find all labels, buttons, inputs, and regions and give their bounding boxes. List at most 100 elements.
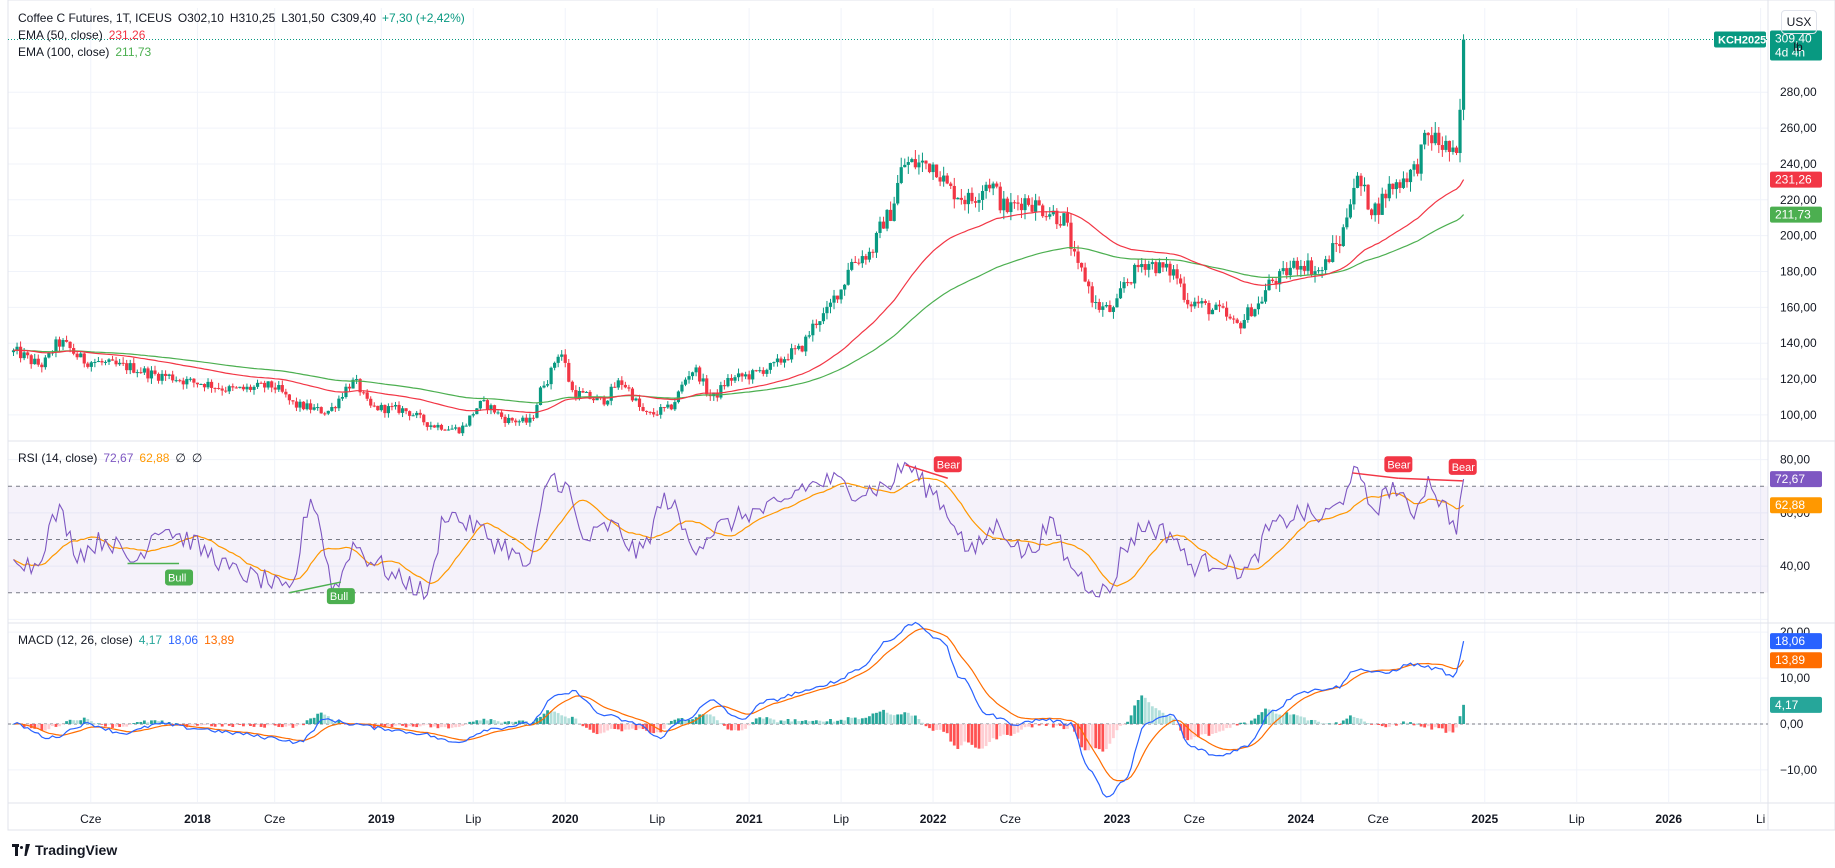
macd-histogram-bar [263, 723, 267, 728]
macd-histogram-bar [1143, 697, 1147, 724]
candle-body [400, 408, 405, 413]
candle-body [772, 362, 776, 364]
candle-body [1072, 248, 1077, 252]
candle [1210, 308, 1215, 315]
macd-histogram-bar [1359, 718, 1363, 724]
candle [1087, 279, 1091, 294]
macd-histogram-bar [673, 719, 677, 724]
rsi-empty-2: ∅ [191, 451, 203, 465]
bear-divergence-label: Bear [1448, 458, 1477, 475]
candle-body [326, 410, 330, 414]
macd-histogram-bar [638, 723, 641, 729]
candle-body [751, 370, 755, 380]
candle-body [333, 407, 337, 409]
last-price-tag-text: 4d 4h [1775, 46, 1805, 60]
candle-body [828, 302, 833, 307]
candle-body [1168, 263, 1172, 276]
candle [478, 400, 482, 411]
candle [927, 163, 932, 174]
ticker-tag-bg [1714, 31, 1766, 48]
rsi-ma-value: 62,88 [139, 451, 170, 465]
candle-body [1055, 210, 1059, 225]
macd-histogram-bar [1228, 723, 1232, 728]
macd-histogram-bar [1104, 723, 1108, 750]
candle [1076, 245, 1080, 270]
candle [326, 410, 330, 416]
candle-body [245, 386, 249, 390]
macd-histogram-bar [135, 722, 139, 724]
candle [1370, 208, 1374, 220]
candle [1405, 172, 1409, 188]
candle [1094, 295, 1098, 310]
macd-histogram-bar [461, 723, 465, 726]
macd-legend[interactable]: MACD (12, 26, close) 4,17 18,06 13,89 [18, 632, 240, 649]
candle [18, 341, 23, 363]
ema100-legend[interactable]: EMA (100, close) 211,73 [18, 44, 157, 61]
candle [995, 181, 999, 189]
candle-body [217, 387, 221, 389]
candle-body [761, 370, 765, 374]
candle-body [881, 221, 886, 229]
candle-body [485, 400, 490, 410]
symbol-title[interactable]: Coffee C Futures, 1T, ICEUS [18, 11, 172, 25]
candle [1447, 140, 1452, 162]
candle [789, 343, 794, 363]
candle-body [181, 380, 185, 385]
macd-histogram-bar [772, 719, 776, 724]
macd-histogram-bar [1211, 723, 1214, 734]
candle-body [906, 162, 910, 165]
candle [793, 344, 797, 355]
candle [383, 404, 387, 418]
candle [903, 158, 907, 168]
candle [241, 384, 246, 392]
macd-signal-value: 13,89 [204, 633, 235, 647]
tradingview-watermark[interactable]: TradingView [12, 842, 117, 858]
time-tick-label: Lip [465, 812, 481, 826]
candle [553, 361, 557, 371]
candle [630, 386, 635, 402]
candle [248, 384, 253, 393]
macd-histogram-bar [242, 723, 245, 727]
candle [984, 181, 988, 199]
currency-button[interactable]: USX [1781, 10, 1817, 34]
candle-body [1150, 262, 1154, 265]
candle-body [1154, 262, 1158, 274]
macd-histogram-bar [1387, 723, 1391, 727]
candle [61, 338, 65, 351]
macd-histogram-bar [1363, 721, 1366, 724]
candle-body [1002, 198, 1006, 211]
candle-body [1026, 198, 1031, 205]
rsi-legend[interactable]: RSI (14, close) 72,67 62,88 ∅ ∅ [18, 450, 208, 467]
candle-body [1016, 202, 1020, 204]
candle-body [917, 162, 921, 168]
macd-histogram-bar [1448, 723, 1451, 732]
candle-body [1384, 193, 1388, 199]
candle-body [1009, 202, 1013, 213]
candle [160, 370, 164, 385]
candle [1005, 196, 1009, 214]
candle [471, 412, 475, 418]
candle-body [835, 295, 840, 300]
candle-body [202, 383, 207, 388]
macd-histogram-bar [1147, 702, 1151, 724]
macd-histogram-bar [432, 723, 436, 727]
candle [1281, 260, 1285, 275]
candle-body [110, 359, 115, 361]
macd-histogram-bar [1069, 723, 1073, 727]
unit-button[interactable]: lb [1793, 40, 1803, 54]
candle-body [1175, 269, 1179, 279]
ema100-price-tag: 211,73 [1770, 206, 1822, 223]
macd-histogram-bar [860, 718, 864, 724]
candle [687, 370, 691, 384]
macd-histogram-bar [1094, 723, 1098, 749]
candle [942, 166, 946, 187]
candle [786, 353, 790, 361]
candle-body [1377, 203, 1381, 215]
candle-body [121, 362, 125, 364]
candle [1373, 202, 1377, 222]
candle [896, 174, 900, 206]
ema50-legend[interactable]: EMA (50, close) 231,26 [18, 27, 151, 44]
candle-body [959, 197, 963, 200]
macd-histogram-bar [595, 723, 599, 735]
